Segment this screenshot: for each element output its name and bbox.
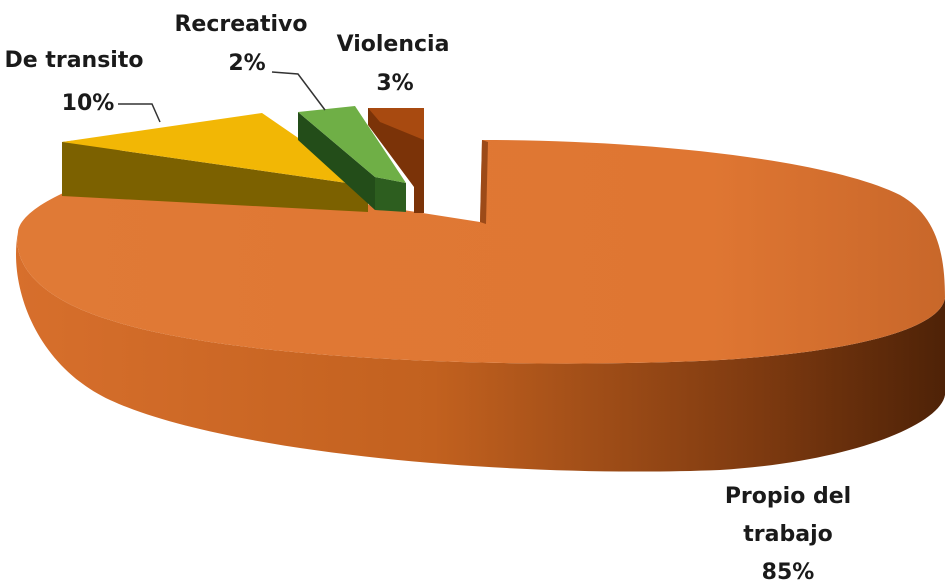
label-propio-del-trabajo-value: 85% — [762, 560, 815, 584]
slice-de-transito — [62, 113, 368, 212]
label-violencia-value: 3% — [376, 71, 413, 96]
slice-propio-del-trabajo-cut — [480, 140, 488, 224]
label-de-transito-value: 10% — [62, 91, 115, 116]
slice-violencia — [368, 108, 424, 213]
label-propio-del-trabajo-category-line2: trabajo — [743, 522, 832, 547]
slice-recreativo-top — [298, 106, 406, 183]
slice-recreativo-side — [298, 112, 375, 210]
label-violencia-category: Violencia — [337, 32, 450, 57]
slice-recreativo-front — [375, 177, 406, 212]
label-de-transito-category: De transito — [5, 48, 144, 73]
slice-de-transito-top — [62, 113, 368, 186]
label-propio-del-trabajo-category-line1: Propio del — [725, 484, 851, 509]
label-recreativo-category: Recreativo — [174, 12, 307, 37]
slice-de-transito-front — [62, 142, 368, 212]
label-recreativo-value: 2% — [228, 51, 265, 76]
leader-line-de-transito — [118, 103, 161, 123]
leader-line-recreativo — [271, 71, 326, 111]
slice-violencia-top — [368, 108, 424, 140]
slice-propio-del-trabajo-side — [15, 232, 945, 472]
slice-recreativo — [298, 106, 406, 212]
